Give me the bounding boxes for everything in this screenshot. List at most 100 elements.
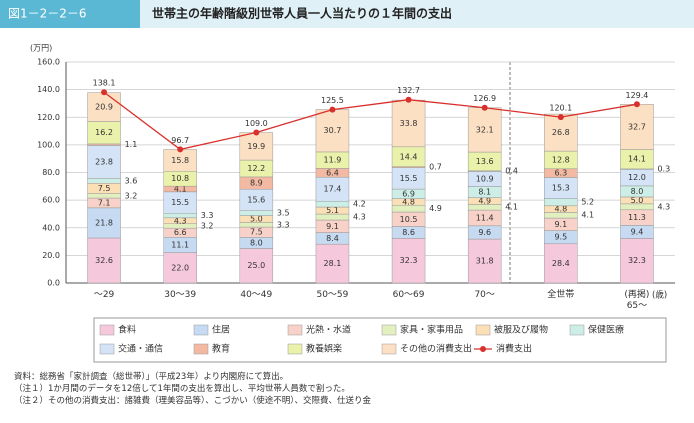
- data-label: 11.3: [628, 213, 646, 222]
- x-tick-label: 全世帯: [547, 290, 575, 300]
- data-label: 6.3: [554, 169, 567, 178]
- x-tick-label: 60～69: [392, 290, 425, 300]
- data-label: 4.9: [429, 204, 442, 213]
- bar-segment: [315, 176, 350, 202]
- bar-segment: [467, 107, 502, 153]
- line-label: 96.7: [171, 136, 189, 145]
- y-tick-label: 160.0: [37, 58, 60, 67]
- data-label: 5.2: [581, 198, 594, 207]
- data-label: 14.4: [400, 152, 418, 161]
- data-label: 28.1: [324, 259, 342, 268]
- data-label: 9.6: [478, 228, 491, 237]
- line-label: 138.1: [93, 79, 116, 88]
- legend-box: [93, 317, 667, 363]
- data-label: 7.5: [250, 228, 263, 237]
- bar-segment: [544, 243, 578, 284]
- legend-label: 交通・通信: [118, 343, 163, 355]
- x-tick-label: 50～59: [316, 290, 349, 300]
- data-label: 8.9: [250, 179, 263, 188]
- line-point: [557, 114, 564, 121]
- data-label: 6.9: [402, 189, 415, 198]
- data-label: 10.5: [400, 215, 418, 224]
- data-label: 8.0: [250, 238, 263, 247]
- bar-segment: [391, 99, 426, 148]
- data-label: 6.4: [326, 168, 339, 177]
- legend-swatch: [381, 324, 397, 336]
- data-label: 5.0: [250, 215, 263, 224]
- bar-segment: [391, 238, 426, 284]
- data-label: 0.4: [505, 167, 518, 176]
- line-point: [253, 129, 260, 136]
- data-label: 8.4: [326, 234, 339, 243]
- y-tick-label: 120.0: [37, 113, 60, 122]
- footnote: （注１）1か月間のデータを12倍して1年間の支出を算出し、平均世帯人員数で割った…: [14, 384, 350, 394]
- legend-label: その他の消費支出: [400, 343, 472, 355]
- data-label: 32.3: [400, 256, 418, 265]
- data-label: 21.8: [95, 218, 113, 227]
- data-label: 5.0: [631, 196, 644, 205]
- legend-label: 保健医療: [588, 324, 624, 336]
- data-label: 20.9: [95, 103, 113, 112]
- data-label: 12.8: [552, 155, 570, 164]
- legend-swatch: [381, 343, 397, 355]
- y-tick-label: 80.0: [42, 168, 60, 177]
- y-tick-label: 100.0: [37, 140, 60, 149]
- chart-title: 世帯主の年齢階級別世帯人員一人当たりの１年間の支出: [152, 6, 452, 21]
- data-label: 16.2: [95, 128, 113, 137]
- legend-label: 家具・家事用品: [400, 324, 463, 336]
- legend-swatch: [569, 324, 585, 336]
- data-label: 4.1: [174, 185, 187, 194]
- data-label: 15.3: [552, 184, 570, 193]
- bar-segment: [87, 178, 121, 184]
- data-label: 11.1: [171, 240, 189, 249]
- legend-label: 住居: [212, 324, 230, 336]
- legend-swatch: [287, 343, 303, 355]
- legend-label: 被服及び履物: [494, 324, 548, 336]
- y-tick-label: 40.0: [42, 223, 60, 232]
- data-label: 13.6: [476, 157, 494, 166]
- data-label: 8.6: [402, 228, 415, 237]
- data-label: 12.2: [247, 164, 265, 173]
- x-tick-label: 30～39: [164, 290, 197, 300]
- data-label: 14.1: [628, 155, 646, 164]
- bar-segment: [620, 104, 654, 150]
- legend-label: 教養娯楽: [306, 343, 342, 355]
- data-label: 4.1: [581, 211, 594, 220]
- data-label: 3.2: [125, 191, 138, 200]
- bar-segment: [87, 145, 121, 179]
- data-label: 9.1: [554, 220, 567, 229]
- data-label: 10.8: [171, 174, 189, 183]
- x-tick-label: 40～49: [240, 290, 273, 300]
- line-point: [481, 104, 488, 111]
- y-tick-label: 60.0: [42, 196, 60, 205]
- bar-segment: [315, 243, 350, 284]
- x-tick-label: (再掲) 65～: [624, 290, 650, 311]
- data-label: 3.2: [201, 221, 214, 230]
- bar-segment: [163, 212, 197, 219]
- data-label: 8.0: [631, 187, 644, 196]
- data-label: 6.6: [174, 228, 187, 237]
- legend-swatch: [475, 324, 491, 336]
- line-point: [633, 101, 640, 108]
- legend-swatch: [193, 343, 209, 355]
- data-label: 23.8: [95, 157, 113, 166]
- data-label: 7.1: [98, 198, 111, 207]
- x-unit: (歳): [652, 290, 667, 301]
- legend-swatch: [193, 324, 209, 336]
- data-label: 3.6: [125, 176, 138, 185]
- bar-segment: [544, 113, 578, 152]
- legend-swatch: [99, 343, 115, 355]
- data-label: 4.3: [174, 216, 187, 225]
- bar-segment: [620, 238, 654, 284]
- line-label: 109.0: [245, 119, 268, 128]
- data-label: 0.7: [429, 163, 442, 172]
- line-point: [101, 89, 108, 96]
- data-label: 30.7: [324, 126, 342, 135]
- line: [103, 91, 638, 151]
- bar-segment: [544, 198, 578, 207]
- data-label: 15.6: [247, 195, 265, 204]
- line-label: 120.1: [549, 104, 572, 113]
- data-label: 4.8: [554, 205, 567, 214]
